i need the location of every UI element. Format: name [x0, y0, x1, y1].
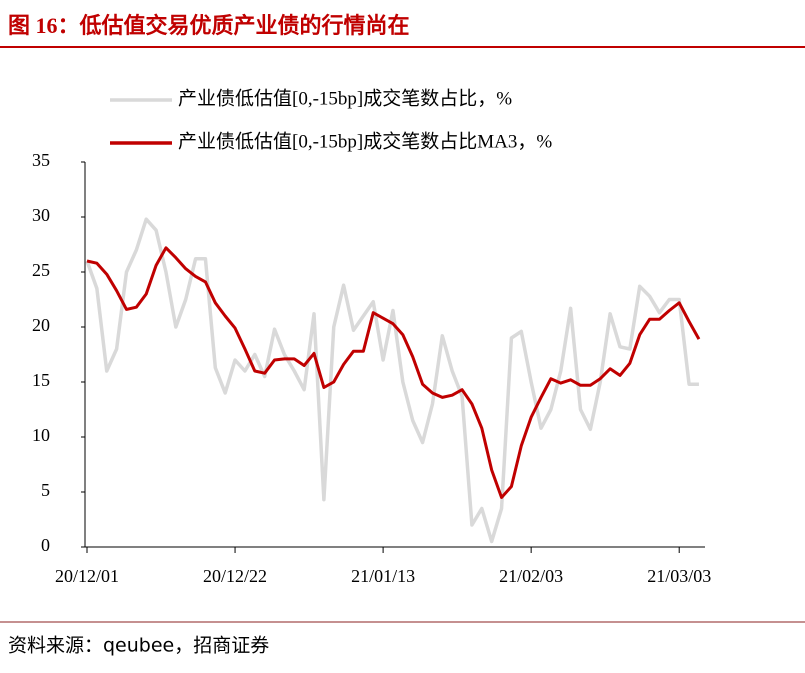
- y-tick-label: 25: [32, 260, 50, 280]
- legend-label: 产业债低估值[0,-15bp]成交笔数占比，%: [178, 87, 512, 109]
- y-tick-label: 0: [41, 535, 50, 555]
- y-tick-label: 10: [32, 425, 50, 445]
- x-tick-label: 21/03/03: [647, 566, 711, 586]
- y-tick-label: 5: [41, 480, 50, 500]
- x-tick-label: 21/02/03: [499, 566, 563, 586]
- x-tick-label: 20/12/22: [203, 566, 267, 586]
- legend-label: 产业债低估值[0,-15bp]成交笔数占比MA3，%: [178, 130, 552, 152]
- y-tick-label: 35: [32, 150, 50, 170]
- chart-title: 图 16：低估值交易优质产业债的行情尚在: [8, 13, 410, 38]
- source: 资料来源：qeubee，招商证券: [8, 635, 269, 657]
- series-line: [85, 217, 699, 544]
- x-tick-label: 21/01/13: [351, 566, 415, 586]
- x-tick-label: 20/12/01: [55, 566, 119, 586]
- y-tick-label: 15: [32, 370, 50, 390]
- y-tick-label: 30: [32, 205, 50, 225]
- series-line: [86, 246, 701, 499]
- y-tick-label: 20: [32, 315, 50, 335]
